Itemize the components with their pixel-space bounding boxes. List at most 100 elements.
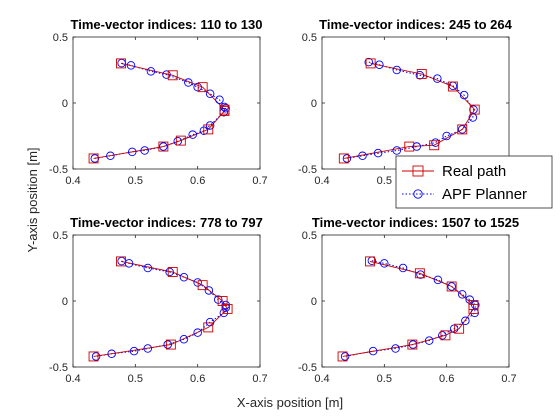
subplot-2: Time-vector indices: 245 to 2640.40.50.6…	[298, 17, 517, 187]
x-tick-label: 0.5	[377, 373, 392, 385]
real-path-point	[447, 81, 458, 92]
planner-point	[193, 328, 202, 337]
x-tick-label: 0.4	[65, 175, 80, 187]
planner-point	[391, 344, 400, 353]
real-path-point	[338, 153, 349, 164]
planner-point	[431, 138, 440, 147]
real-path-point	[337, 351, 348, 362]
real-path-point	[414, 268, 425, 279]
planner-point	[392, 65, 402, 75]
real-path-point	[88, 153, 99, 164]
planner-point	[412, 142, 421, 151]
planner-point	[90, 154, 100, 163]
planner-point	[340, 352, 350, 361]
planner-point	[368, 346, 378, 356]
planner-line	[96, 260, 227, 357]
planner-point	[106, 151, 115, 161]
planner-point	[461, 316, 470, 326]
planner-point	[459, 90, 469, 100]
y-tick-label: -0.5	[298, 362, 317, 374]
real-path-point	[197, 280, 208, 291]
planner-point	[221, 303, 230, 312]
real-path-point	[167, 70, 178, 81]
real-path-point	[116, 58, 126, 69]
legend-planner-label: APF Planner	[442, 186, 527, 203]
x-tick-label: 0.5	[128, 175, 143, 187]
subplot-title: Time-vector indices: 1507 to 1525	[312, 215, 519, 230]
planner-point	[449, 324, 459, 333]
real-path-point	[365, 58, 376, 69]
real-path-point	[219, 105, 230, 116]
real-path-point	[197, 82, 208, 93]
x-tick-label: 0.4	[314, 373, 329, 385]
planner-point	[221, 300, 230, 310]
real-path-point	[468, 303, 479, 314]
real-path-point	[365, 256, 375, 267]
legend: Real path APF Planner	[395, 155, 553, 209]
planner-point	[205, 121, 215, 130]
y-tick-label: -0.5	[298, 164, 317, 176]
planner-point	[438, 331, 447, 340]
planner-point	[163, 340, 172, 349]
y-tick-label: 0.5	[53, 230, 68, 242]
x-tick-label: 0.5	[128, 373, 143, 385]
subplot-title: Time-vector indices: 778 to 797	[70, 215, 263, 230]
planner-point	[143, 263, 153, 273]
real-path-point	[469, 104, 480, 115]
y-tick-label: -0.5	[49, 164, 68, 176]
x-tick-label: 0.7	[252, 373, 267, 385]
real-path-point	[440, 330, 451, 341]
subplot-4: Time-vector indices: 1507 to 1525 0.4 0.5 0…	[298, 215, 519, 385]
planner-point	[129, 346, 139, 356]
planner-point	[392, 146, 402, 155]
planner-point	[91, 352, 101, 361]
real-path-point	[454, 323, 465, 334]
subplot-1: Time-vector indices: 110 to 130 0.4 0.5 0.6…	[49, 17, 268, 187]
y-tick-label: 0	[62, 296, 68, 308]
legend-box	[395, 155, 553, 209]
planner-point	[159, 142, 168, 151]
real-path-point	[203, 124, 214, 135]
y-tick-label: 0	[311, 98, 317, 110]
planner-point	[424, 336, 434, 345]
y-tick-label: 0.5	[302, 32, 317, 44]
y-tick-label: 0.5	[53, 32, 68, 44]
subplot-title: Time-vector indices: 110 to 130	[71, 17, 263, 32]
real-path-point	[446, 281, 457, 292]
planner-point	[179, 335, 189, 344]
planner-point	[107, 349, 116, 359]
planner-point	[373, 148, 383, 158]
planner-point	[458, 290, 467, 299]
planner-point	[143, 344, 153, 353]
planner-point	[342, 154, 352, 163]
planner-point	[380, 259, 389, 268]
x-tick-label: 0.6	[190, 175, 205, 187]
real-path-point	[167, 267, 178, 277]
planner-point	[364, 57, 374, 67]
planner-point	[465, 295, 474, 304]
real-path-point	[217, 296, 228, 306]
planner-point	[433, 74, 442, 83]
planner-point	[442, 131, 451, 141]
y-tick-label: 0	[311, 296, 317, 308]
panels: Time-vector indices: 110 to 130 0.4 0.5 0.6…	[49, 17, 519, 385]
planner-point	[415, 71, 425, 80]
real-path-point	[457, 124, 468, 135]
planner-point	[205, 317, 215, 327]
plot-area	[321, 36, 510, 170]
planner-point	[193, 278, 202, 287]
x-tick-label: 0.7	[252, 175, 267, 187]
planner-point	[126, 61, 136, 70]
real-path-point	[165, 339, 176, 350]
planner-point	[204, 286, 214, 295]
planner-point	[184, 78, 193, 87]
planner-point	[140, 146, 149, 155]
subplot-3: Time-vector indices: 778 to 797 0.4 0.5 0.6…	[49, 215, 268, 385]
subplot-title: Time-vector indices: 245 to 264	[319, 17, 512, 32]
planner-point	[221, 104, 230, 113]
planner-line	[346, 61, 475, 159]
real-path-point	[407, 339, 418, 350]
real-path-point	[175, 135, 186, 146]
planner-point	[215, 95, 224, 104]
planner-point	[193, 82, 202, 92]
